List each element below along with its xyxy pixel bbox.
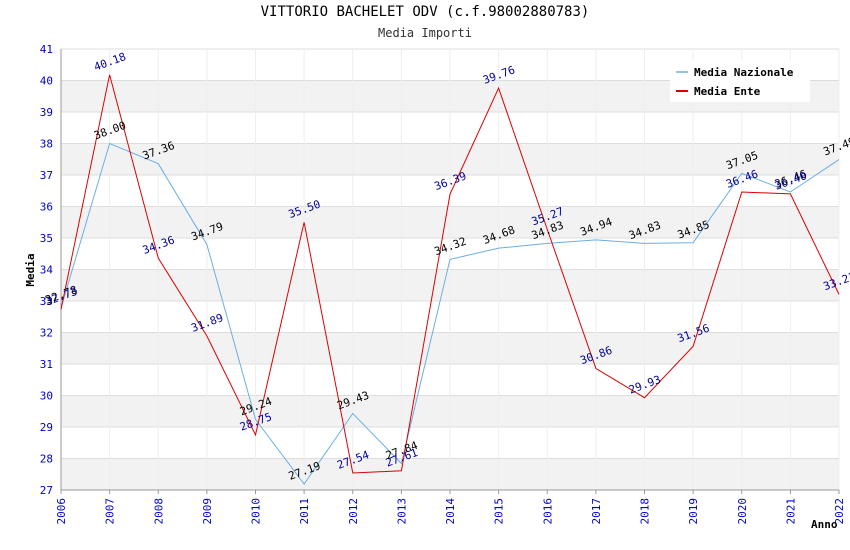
y-tick-label: 34	[40, 264, 54, 277]
y-tick-label: 41	[40, 43, 53, 56]
y-tick-label: 32	[40, 327, 53, 340]
x-tick-label: 2016	[541, 498, 554, 525]
series-line-media-ente	[60, 74, 840, 474]
x-tick-label: 2014	[444, 498, 457, 525]
x-tick-label: 2015	[493, 498, 506, 525]
legend: Media Nazionale Media Ente	[670, 60, 810, 102]
y-tick-label: 27	[40, 484, 53, 497]
x-tick-label: 2017	[590, 498, 603, 525]
y-tick-labels: 27 28 29 30 31 32 33 34 35 36 37 38 39 40 41	[40, 43, 54, 497]
x-tick-label: 2010	[250, 498, 263, 525]
x-tick-label: 2021	[784, 498, 797, 525]
y-tick-label: 29	[40, 421, 53, 434]
y-tick-label: 31	[40, 358, 53, 371]
legend-label: Media Nazionale	[694, 66, 794, 79]
series-lines	[60, 74, 840, 485]
y-tick-label: 33	[40, 295, 53, 308]
y-tick-label: 39	[40, 106, 53, 119]
x-tick-label: 2013	[395, 498, 408, 525]
x-tick-label: 2007	[104, 498, 117, 525]
x-tick-label: 2011	[298, 498, 311, 525]
x-tick-label: 2008	[152, 498, 165, 525]
chart-subtitle: Media Importi	[378, 26, 472, 40]
legend-box	[670, 60, 810, 102]
x-tick-label: 2018	[639, 498, 652, 525]
y-tick-label: 36	[40, 201, 53, 214]
x-tick-label: 2006	[55, 498, 68, 525]
x-tick-label: 2022	[833, 498, 846, 525]
x-tick-label: 2009	[201, 498, 214, 525]
y-axis-title: Media	[24, 253, 37, 286]
y-tick-label: 40	[40, 75, 53, 88]
y-tick-label: 28	[40, 453, 53, 466]
y-tick-label: 30	[40, 390, 53, 403]
x-tick-label: 2020	[736, 498, 749, 525]
y-tick-label: 37	[40, 169, 53, 182]
axes	[60, 49, 840, 494]
x-tick-label: 2012	[347, 498, 360, 525]
legend-label: Media Ente	[694, 85, 761, 98]
y-tick-label: 35	[40, 232, 53, 245]
y-tick-label: 38	[40, 138, 53, 151]
series-line-media-nazionale	[60, 142, 840, 485]
x-axis-title: Anno	[811, 518, 838, 531]
chart-title: VITTORIO BACHELET ODV (c.f.98002880783)	[260, 4, 590, 20]
x-tick-label: 2019	[687, 498, 700, 525]
x-tick-labels: 2006 2007 2008 2009 2010 2011 2012 2013 2014 2015…	[55, 498, 846, 525]
